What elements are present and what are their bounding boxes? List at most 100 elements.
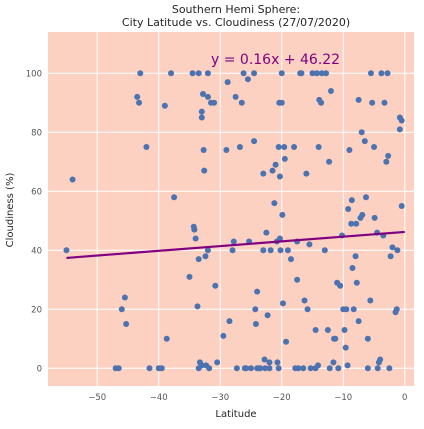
data-point [123, 321, 130, 328]
data-point [369, 99, 376, 106]
data-point [143, 144, 150, 151]
data-point [220, 332, 227, 339]
data-point [271, 200, 278, 207]
data-point [278, 70, 285, 77]
data-point [260, 247, 267, 254]
data-point [342, 344, 349, 351]
x-tick-label: −40 [150, 393, 168, 403]
data-point [243, 365, 250, 372]
data-point [363, 194, 370, 201]
data-point [272, 161, 279, 168]
data-point [158, 365, 165, 372]
data-point [344, 362, 351, 369]
data-point [206, 365, 213, 372]
data-point [171, 194, 178, 201]
data-point [200, 147, 207, 153]
y-tick-label: 80 [31, 128, 42, 138]
data-point [229, 247, 236, 254]
data-point [337, 282, 344, 289]
data-point [367, 297, 374, 304]
data-point [349, 265, 356, 271]
data-point [202, 253, 209, 260]
data-point [350, 306, 357, 313]
data-point [386, 365, 393, 372]
data-point [345, 206, 352, 212]
data-point [294, 276, 301, 283]
data-point [275, 144, 282, 151]
data-point [309, 70, 316, 77]
data-point [374, 365, 381, 372]
data-point [274, 359, 281, 366]
y-tick-label: 0 [37, 364, 42, 374]
data-point [335, 365, 342, 372]
data-point [63, 247, 70, 254]
data-point [198, 114, 205, 121]
data-point [367, 70, 374, 77]
data-point [304, 306, 311, 313]
data-point [204, 247, 211, 254]
data-point [398, 117, 405, 124]
data-point [330, 359, 337, 366]
regression-equation: y = 0.16x + 46.22 [211, 52, 340, 68]
data-point [295, 365, 302, 372]
data-point [301, 297, 308, 304]
data-point [247, 365, 254, 372]
data-point [355, 318, 362, 325]
data-point [323, 70, 330, 77]
data-point [224, 79, 231, 86]
data-point [364, 365, 371, 372]
x-tick-label: −30 [211, 393, 229, 403]
data-point [387, 253, 394, 260]
data-point [353, 220, 360, 227]
data-point [204, 70, 211, 77]
data-point [371, 144, 378, 151]
data-point [238, 99, 245, 106]
chart-title-line2: City Latitude vs. Cloudiness (27/07/2020… [122, 16, 350, 29]
data-point [341, 326, 348, 333]
data-point [383, 158, 390, 165]
data-point [377, 356, 384, 363]
data-point [352, 253, 359, 260]
x-tick-label: 0 [402, 393, 407, 403]
data-point [278, 99, 285, 106]
data-point [200, 90, 207, 97]
data-point [261, 356, 268, 363]
data-point [313, 70, 320, 77]
data-point [384, 70, 391, 77]
data-point [192, 235, 199, 242]
data-point [355, 96, 362, 103]
data-point [358, 129, 365, 136]
data-point [146, 365, 153, 372]
x-tick-label: −50 [88, 393, 106, 403]
data-point [69, 176, 76, 183]
data-point [257, 365, 264, 372]
data-point [244, 76, 251, 83]
data-point [264, 312, 271, 319]
data-point [275, 365, 282, 372]
data-point [398, 203, 405, 210]
data-point [346, 147, 353, 153]
data-point [186, 273, 193, 280]
data-point [251, 138, 258, 145]
regression-line [66, 230, 405, 260]
data-point [359, 211, 366, 218]
data-point [343, 306, 350, 313]
data-point [307, 365, 314, 372]
data-point [118, 306, 125, 313]
data-point [198, 108, 205, 115]
data-point [236, 144, 243, 151]
data-point [312, 326, 319, 333]
data-point [136, 99, 143, 106]
data-point [195, 70, 202, 77]
data-point [276, 235, 283, 242]
plot-background [48, 32, 414, 386]
data-point [326, 158, 333, 165]
data-point [252, 321, 259, 328]
data-point [291, 144, 298, 151]
data-point [364, 335, 371, 342]
data-point [348, 220, 355, 227]
data-point [201, 167, 208, 174]
data-point [381, 99, 388, 106]
data-point [324, 326, 331, 333]
